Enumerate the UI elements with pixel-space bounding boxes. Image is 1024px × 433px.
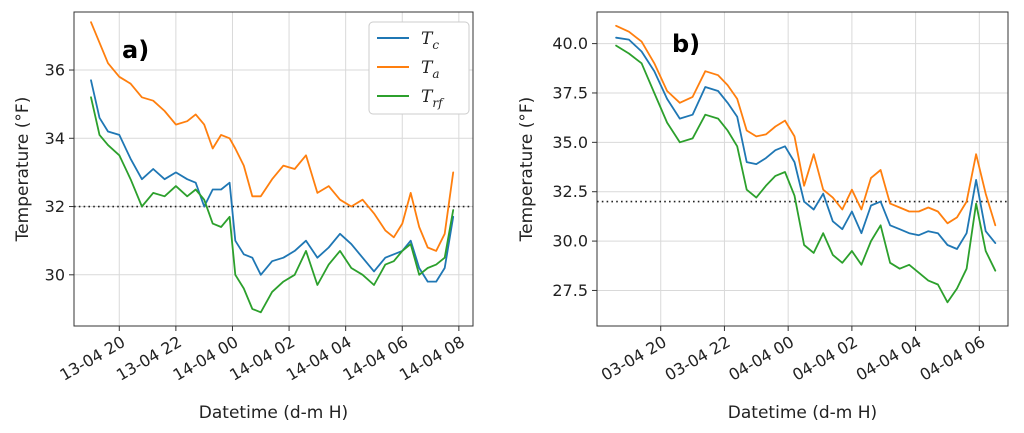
legend-box xyxy=(368,21,470,115)
series-line-t-c xyxy=(615,36,997,250)
legend-entry: Trf xyxy=(421,87,445,110)
y-axis-title: Temperature (°F) xyxy=(517,97,537,243)
y-tick-label: 27.5 xyxy=(552,281,588,300)
legend-symbol: T xyxy=(421,87,434,107)
y-tick-label: 36 xyxy=(45,61,65,80)
plot-frame xyxy=(596,11,1009,327)
series-line-t-a xyxy=(90,21,455,252)
y-tick-label: 32.5 xyxy=(552,182,588,201)
series-line-t-rf xyxy=(615,44,997,304)
panel-label: b) xyxy=(672,30,700,58)
x-axis-title: Datetime (d-m H) xyxy=(728,403,877,423)
plot-frame xyxy=(73,11,474,327)
series-line-t-rf xyxy=(90,96,455,314)
legend-subscript: rf xyxy=(432,96,445,110)
x-tick-label: 04-04 02 xyxy=(789,332,861,384)
x-tick-label: 14-04 08 xyxy=(396,332,468,384)
x-tick-label: 04-04 00 xyxy=(725,332,797,384)
panel-label: a) xyxy=(122,36,149,64)
x-tick-label: 04-04 06 xyxy=(917,332,989,384)
y-tick-label: 37.5 xyxy=(552,83,588,102)
x-tick-label: 03-04 22 xyxy=(662,332,734,384)
y-tick-label: 30 xyxy=(45,265,65,284)
legend-subscript: a xyxy=(432,67,439,81)
legend-entry: Ta xyxy=(421,58,440,81)
x-tick-label: 04-04 04 xyxy=(853,332,925,384)
y-tick-label: 34 xyxy=(45,129,65,148)
y-tick-label: 30.0 xyxy=(552,232,588,251)
y-tick-label: 32 xyxy=(45,197,65,216)
x-tick-label: 03-04 20 xyxy=(598,332,670,384)
series-line-t-a xyxy=(615,24,997,227)
x-axis-title: Datetime (d-m H) xyxy=(199,403,348,423)
legend-symbol: T xyxy=(421,29,434,49)
legend-subscript: c xyxy=(432,38,439,52)
legend-entry: Tc xyxy=(421,29,439,52)
y-tick-label: 35.0 xyxy=(552,133,588,152)
y-tick-label: 40.0 xyxy=(552,34,588,53)
y-axis-title: Temperature (°F) xyxy=(13,97,33,243)
legend-symbol: T xyxy=(421,58,434,78)
